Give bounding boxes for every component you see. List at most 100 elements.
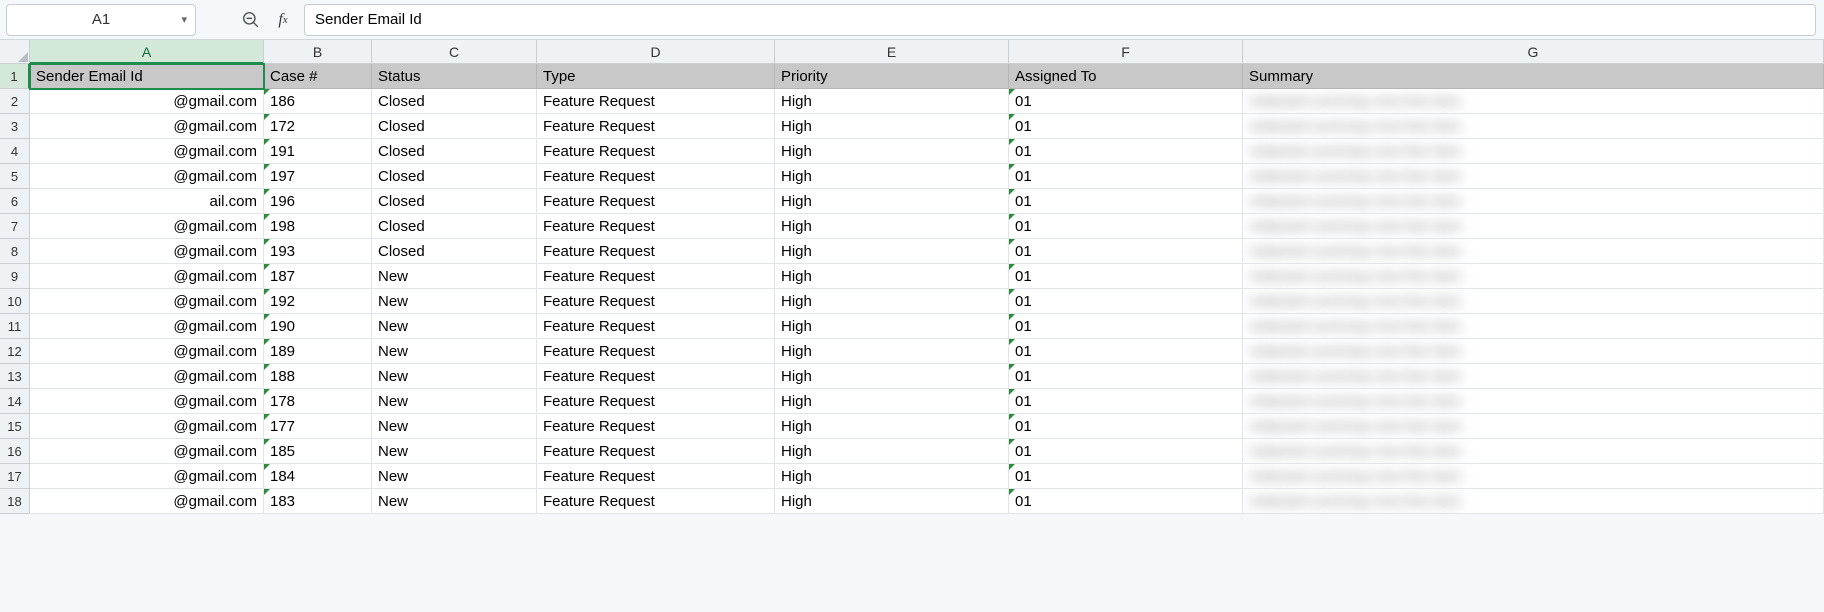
cell[interactable]: 01 xyxy=(1009,489,1243,514)
cell[interactable]: redacted summary text line item xyxy=(1243,139,1824,164)
cell[interactable]: @gmail.com xyxy=(30,489,264,514)
cell[interactable]: High xyxy=(775,339,1009,364)
cell[interactable]: High xyxy=(775,189,1009,214)
row-header[interactable]: 6 xyxy=(0,189,30,214)
cell[interactable]: Feature Request xyxy=(537,464,775,489)
cell[interactable]: @gmail.com xyxy=(30,139,264,164)
cell[interactable]: New xyxy=(372,464,537,489)
cell[interactable]: 184 xyxy=(264,464,372,489)
cell[interactable]: redacted summary text line item xyxy=(1243,289,1824,314)
cell[interactable]: Case # xyxy=(264,64,372,89)
cell[interactable]: redacted summary text line item xyxy=(1243,214,1824,239)
cell[interactable]: Feature Request xyxy=(537,314,775,339)
cell[interactable]: High xyxy=(775,489,1009,514)
row-header[interactable]: 11 xyxy=(0,314,30,339)
formula-input[interactable]: Sender Email Id xyxy=(304,4,1816,36)
cell[interactable]: redacted summary text line item xyxy=(1243,239,1824,264)
cell[interactable]: 01 xyxy=(1009,189,1243,214)
cell[interactable]: Status xyxy=(372,64,537,89)
cell[interactable]: High xyxy=(775,89,1009,114)
cell[interactable]: New xyxy=(372,489,537,514)
cell[interactable]: redacted summary text line item xyxy=(1243,189,1824,214)
cell[interactable]: Assigned To xyxy=(1009,64,1243,89)
column-header-G[interactable]: G xyxy=(1243,40,1824,64)
cell[interactable]: Closed xyxy=(372,239,537,264)
cell[interactable]: Feature Request xyxy=(537,364,775,389)
column-header-C[interactable]: C xyxy=(372,40,537,64)
cell[interactable]: High xyxy=(775,164,1009,189)
cell[interactable]: 01 xyxy=(1009,289,1243,314)
cell[interactable]: redacted summary text line item xyxy=(1243,389,1824,414)
cell[interactable]: 01 xyxy=(1009,364,1243,389)
cell[interactable]: @gmail.com xyxy=(30,314,264,339)
cell[interactable]: 01 xyxy=(1009,439,1243,464)
cell[interactable]: Priority xyxy=(775,64,1009,89)
cell[interactable]: Feature Request xyxy=(537,414,775,439)
cell[interactable]: High xyxy=(775,364,1009,389)
row-header[interactable]: 15 xyxy=(0,414,30,439)
cell[interactable]: Type xyxy=(537,64,775,89)
cell[interactable]: 01 xyxy=(1009,114,1243,139)
row-header[interactable]: 9 xyxy=(0,264,30,289)
cell[interactable]: @gmail.com xyxy=(30,439,264,464)
column-header-F[interactable]: F xyxy=(1009,40,1243,64)
cell[interactable]: redacted summary text line item xyxy=(1243,339,1824,364)
cell[interactable]: Closed xyxy=(372,164,537,189)
cell[interactable]: 01 xyxy=(1009,89,1243,114)
cell[interactable]: New xyxy=(372,439,537,464)
cell[interactable]: @gmail.com xyxy=(30,239,264,264)
row-header[interactable]: 8 xyxy=(0,239,30,264)
cell[interactable]: 01 xyxy=(1009,314,1243,339)
cell[interactable]: New xyxy=(372,264,537,289)
cell[interactable]: 192 xyxy=(264,289,372,314)
cell[interactable]: High xyxy=(775,289,1009,314)
cell[interactable]: 01 xyxy=(1009,214,1243,239)
cell[interactable]: Closed xyxy=(372,214,537,239)
cell[interactable]: Feature Request xyxy=(537,214,775,239)
cell[interactable]: 187 xyxy=(264,264,372,289)
row-header[interactable]: 17 xyxy=(0,464,30,489)
cell[interactable]: Closed xyxy=(372,139,537,164)
cell[interactable]: High xyxy=(775,114,1009,139)
cell[interactable]: 01 xyxy=(1009,414,1243,439)
select-all-corner[interactable] xyxy=(0,40,30,64)
column-header-B[interactable]: B xyxy=(264,40,372,64)
cell[interactable]: @gmail.com xyxy=(30,464,264,489)
name-box[interactable]: A1 ▾ xyxy=(6,4,196,36)
cell[interactable]: New xyxy=(372,289,537,314)
fx-icon[interactable]: fx xyxy=(274,11,292,29)
cell[interactable]: 189 xyxy=(264,339,372,364)
cell[interactable]: Feature Request xyxy=(537,164,775,189)
cell[interactable]: 01 xyxy=(1009,464,1243,489)
row-header[interactable]: 2 xyxy=(0,89,30,114)
cell[interactable]: New xyxy=(372,314,537,339)
column-header-A[interactable]: A xyxy=(30,40,264,64)
cell[interactable]: 198 xyxy=(264,214,372,239)
cell[interactable]: 190 xyxy=(264,314,372,339)
cell[interactable]: 193 xyxy=(264,239,372,264)
cell[interactable]: redacted summary text line item xyxy=(1243,489,1824,514)
cell[interactable]: ail.com xyxy=(30,189,264,214)
cell[interactable]: 186 xyxy=(264,89,372,114)
zoom-out-icon[interactable] xyxy=(242,11,260,29)
cell[interactable]: High xyxy=(775,389,1009,414)
cell[interactable]: High xyxy=(775,239,1009,264)
cell[interactable]: Feature Request xyxy=(537,339,775,364)
cell[interactable]: Feature Request xyxy=(537,189,775,214)
cell[interactable]: Feature Request xyxy=(537,264,775,289)
cell[interactable]: Feature Request xyxy=(537,389,775,414)
cell[interactable]: Feature Request xyxy=(537,89,775,114)
cell[interactable]: New xyxy=(372,389,537,414)
cell[interactable]: Closed xyxy=(372,189,537,214)
cell[interactable]: 01 xyxy=(1009,139,1243,164)
cell[interactable]: 01 xyxy=(1009,239,1243,264)
cell[interactable]: 01 xyxy=(1009,389,1243,414)
cell[interactable]: redacted summary text line item xyxy=(1243,264,1824,289)
cell[interactable]: 178 xyxy=(264,389,372,414)
cell[interactable]: 185 xyxy=(264,439,372,464)
cell[interactable]: 183 xyxy=(264,489,372,514)
cell[interactable]: High xyxy=(775,214,1009,239)
cell[interactable]: Feature Request xyxy=(537,139,775,164)
cell[interactable]: Feature Request xyxy=(537,439,775,464)
cell[interactable]: Closed xyxy=(372,89,537,114)
